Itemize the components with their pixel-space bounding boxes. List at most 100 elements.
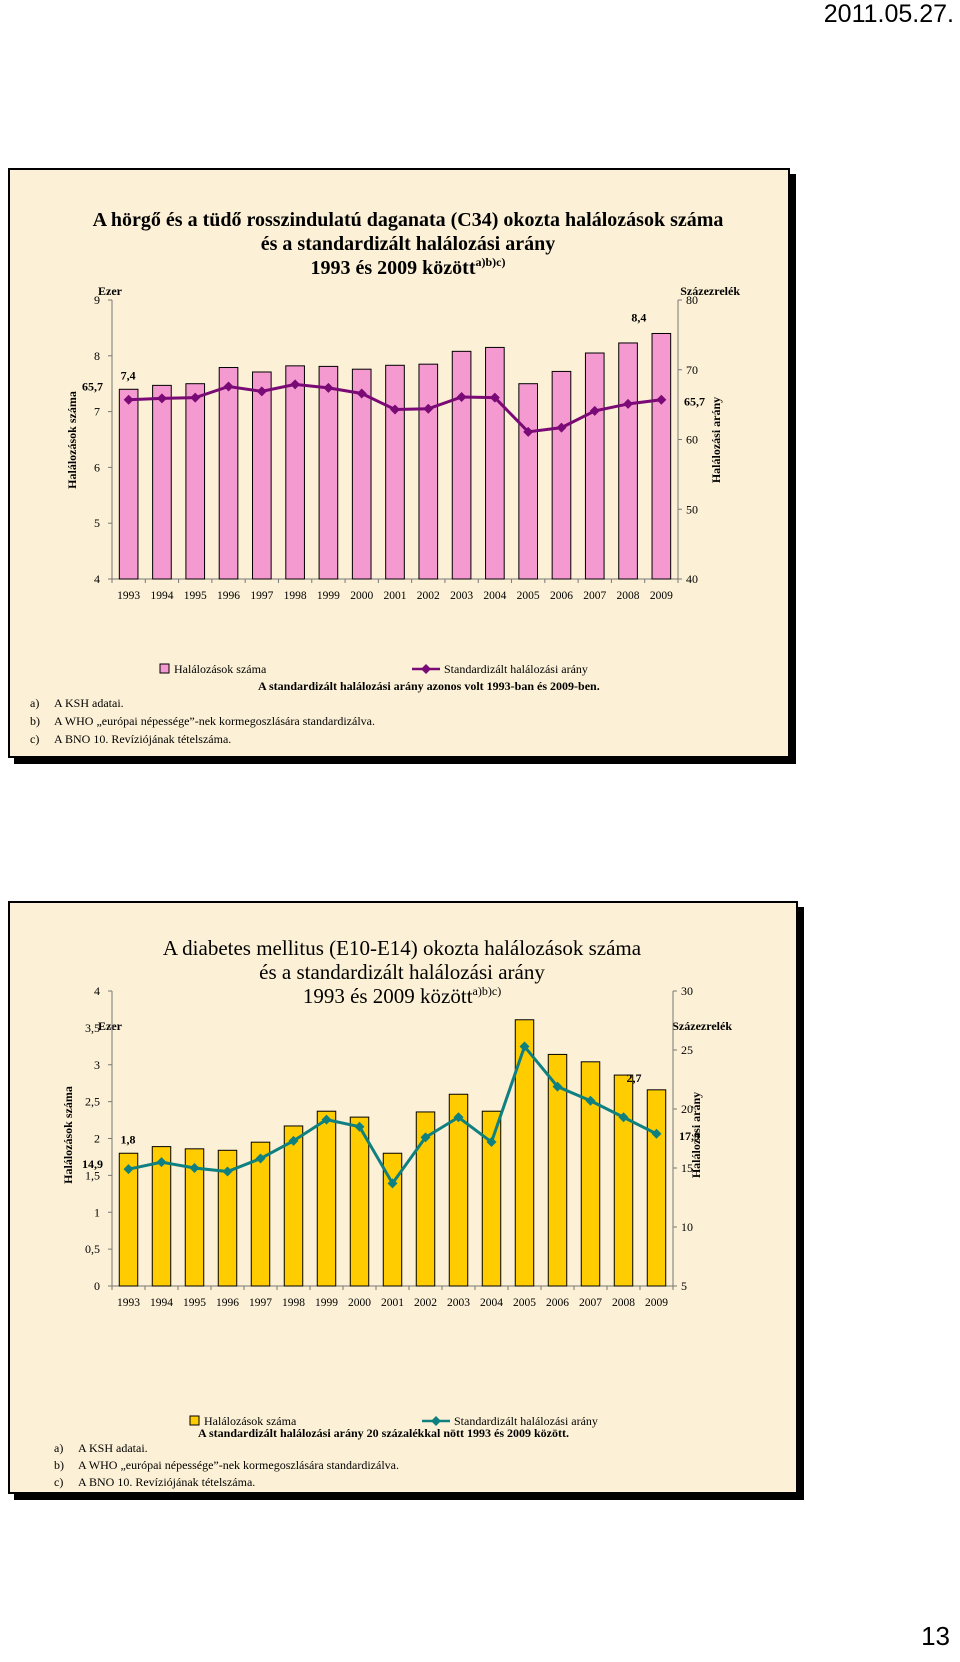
bar-1996 — [218, 367, 239, 580]
y2-tick-label: 30 — [681, 984, 693, 998]
bar-2009 — [651, 332, 672, 580]
x-tick-label: 1995 — [183, 1297, 206, 1309]
footnote-c: c) A BNO 10. Revíziójának tételszáma. — [30, 732, 232, 746]
footnote-c: c) A BNO 10. Revíziójának tételszáma. — [54, 1475, 256, 1489]
rate-point-2001 — [387, 1178, 398, 1189]
bar-2001 — [382, 1152, 403, 1287]
rate-point-2008 — [623, 398, 634, 409]
y2-axis-title: Halálozási arány — [689, 1092, 703, 1178]
footnote-b: b) A WHO „európai népessége”-nek kormegos… — [54, 1458, 399, 1472]
x-tick-label: 2007 — [579, 1297, 602, 1309]
x-tick-label: 2007 — [583, 590, 606, 602]
bar-2004 — [481, 1110, 502, 1287]
x-tick-label: 1993 — [117, 590, 140, 602]
rate-point-1993 — [123, 1164, 134, 1175]
legend-marker — [421, 664, 431, 674]
bar-2003 — [451, 350, 472, 580]
rate-point-2000 — [356, 388, 367, 399]
y-axis-title: Halálozások száma — [61, 1086, 75, 1184]
bar-2005 — [514, 1019, 535, 1287]
x-tick-label: 1997 — [250, 590, 273, 602]
x-tick-label: 2009 — [650, 590, 673, 602]
rate-point-1998 — [288, 1135, 299, 1146]
x-tick-label: 2004 — [483, 590, 506, 602]
bar-1993 — [118, 1152, 139, 1287]
x-tick-label: 2001 — [381, 1297, 404, 1309]
bar-2004 — [485, 346, 505, 580]
x-tick-label: 2005 — [513, 1297, 536, 1309]
rate-point-1993 — [123, 394, 134, 405]
rate-point-2003 — [453, 1112, 464, 1123]
y2-tick-label: 10 — [681, 1220, 693, 1234]
title-superscript: a)b)c) — [475, 255, 505, 269]
bar-2006 — [547, 1053, 568, 1287]
bar-1996 — [217, 1149, 238, 1287]
x-tick-label: 2002 — [417, 590, 440, 602]
rate-point-2005 — [523, 426, 534, 437]
rate-point-1998 — [290, 379, 301, 390]
y-tick-label: 2,5 — [85, 1095, 100, 1109]
label-last-line: 17,9 — [679, 1129, 700, 1143]
footnote-b: b) A WHO „európai népessége”-nek kormegos… — [30, 714, 375, 728]
y2-tick-label: 70 — [686, 363, 698, 377]
x-tick-label: 1998 — [282, 1297, 305, 1309]
y-tick-label: 0,5 — [85, 1242, 100, 1256]
y2-tick-label: 60 — [686, 433, 698, 447]
rate-point-2007 — [589, 405, 600, 416]
rate-point-2006 — [552, 1081, 563, 1092]
rate-point-2002 — [420, 1132, 431, 1143]
y-axis-title: Halálozások száma — [65, 391, 79, 489]
label-first-line: 65,7 — [82, 380, 103, 394]
bar-2000 — [349, 1116, 370, 1287]
x-tick-label: 2005 — [517, 590, 540, 602]
legend-swatch-bars — [189, 1415, 200, 1426]
y2-tick-label: 80 — [686, 293, 698, 307]
y-tick-label: 5 — [94, 516, 100, 530]
bar-2001 — [385, 364, 405, 580]
left-unit-label: Ezer — [98, 1019, 123, 1033]
y-tick-label: 7 — [94, 405, 100, 419]
bar-1998 — [283, 1125, 304, 1287]
y2-tick-label: 40 — [686, 572, 698, 586]
y-tick-label: 3 — [94, 1058, 100, 1072]
rate-point-1994 — [156, 393, 167, 404]
rate-point-1994 — [156, 1157, 167, 1168]
rate-point-1996 — [222, 1166, 233, 1177]
label-first-line: 14,9 — [82, 1157, 103, 1171]
x-tick-label: 1995 — [184, 590, 207, 602]
right-unit-label: Százezrelék — [672, 1019, 732, 1033]
label-first-bar: 7,4 — [121, 368, 136, 382]
y-tick-label: 1 — [94, 1205, 100, 1219]
y2-tick-label: 50 — [686, 502, 698, 516]
label-first-bar: 1,8 — [121, 1132, 136, 1146]
x-tick-label: 2008 — [612, 1297, 635, 1309]
bar-1995 — [184, 1148, 205, 1287]
title-period: 1993 és 2009 között — [303, 984, 473, 1008]
bar-1998 — [285, 365, 305, 580]
title-period: 1993 és 2009 között — [311, 257, 476, 279]
label-last-bar: 2,7 — [627, 1071, 642, 1085]
x-tick-label: 2003 — [450, 590, 473, 602]
rate-point-2007 — [585, 1095, 596, 1106]
title-superscript: a)b)c) — [473, 984, 502, 998]
rate-point-1995 — [190, 392, 201, 403]
rate-point-1999 — [321, 1114, 332, 1125]
rate-point-2004 — [486, 1137, 497, 1148]
chart-title-line-1: A hörgő és a tüdő rosszindulatú daganata… — [93, 209, 724, 231]
x-tick-label: 2000 — [348, 1297, 371, 1309]
y-tick-label: 1,5 — [85, 1168, 100, 1182]
legend-swatch-bars — [159, 663, 170, 674]
x-tick-label: 1996 — [216, 1297, 239, 1309]
bar-1997 — [250, 1141, 271, 1287]
chart-title-line-2: és a standardizált halálozási arány — [259, 960, 545, 984]
rate-point-2005 — [519, 1041, 530, 1052]
chart-lung-cancer: A hörgő és a tüdő rosszindulatú daganata… — [65, 209, 740, 693]
x-tick-label: 2009 — [645, 1297, 668, 1309]
chart-title-line-2: és a standardizált halálozási arány — [261, 233, 555, 255]
y2-tick-label: 5 — [681, 1279, 687, 1293]
x-tick-label: 1999 — [315, 1297, 338, 1309]
x-tick-label: 1994 — [150, 1297, 173, 1309]
x-tick-label: 2006 — [550, 590, 573, 602]
legend-marker — [431, 1416, 441, 1426]
x-tick-label: 2003 — [447, 1297, 470, 1309]
